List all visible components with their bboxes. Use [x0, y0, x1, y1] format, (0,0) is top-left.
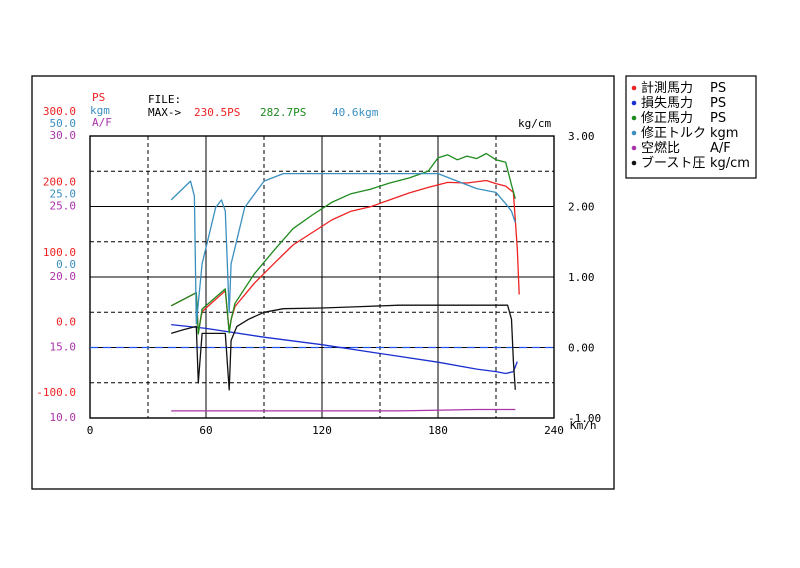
x-axis-label: Km/h [570, 419, 597, 432]
series-line-4 [170, 172, 516, 325]
x-tick-label: 120 [312, 424, 332, 437]
x-tick-label: 180 [428, 424, 448, 437]
legend-marker [631, 160, 637, 166]
legend-label: 修正トルク [641, 126, 706, 141]
legend-unit: PS [710, 96, 726, 111]
af-tick-label: 30.0 [50, 129, 77, 142]
legend-label: 損失馬力 [641, 96, 693, 111]
x-tick-label: 60 [199, 424, 212, 437]
legend-unit: PS [710, 111, 726, 126]
chart-frame [31, 75, 615, 490]
right-tick-label: 2.00 [568, 201, 595, 214]
series-line-1 [170, 179, 520, 334]
right-tick-label: 0.00 [568, 342, 595, 355]
af-unit-label: A/F [92, 116, 112, 129]
ps-tick-label: 200.0 [43, 176, 76, 189]
header: PS kgm A/F FILE: MAX-> 230.5PS 282.7PS 4… [90, 91, 551, 130]
series-line-6 [171, 304, 516, 391]
legend-marker [631, 115, 637, 121]
series-group [170, 152, 520, 412]
max-corrected-power: 282.7PS [260, 106, 306, 119]
kgm-tick-label: 50.0 [50, 117, 77, 130]
legend-label: 計測馬力 [641, 80, 693, 96]
ps-tick-label: 0.0 [56, 316, 76, 329]
ps-tick-label: -100.0 [36, 386, 76, 399]
legend-unit: kgm [710, 126, 738, 141]
right-tick-label: 1.00 [568, 271, 595, 284]
ps-unit-label: PS [92, 91, 105, 104]
legend-marker [631, 100, 637, 106]
legend-label: 修正馬力 [641, 111, 693, 126]
grid [90, 136, 554, 418]
series-line-5 [171, 408, 516, 412]
file-label: FILE: [148, 93, 181, 106]
legend-unit: PS [710, 81, 726, 96]
legend-label: 空燃比 [641, 140, 680, 156]
right-axis-unit: kg/cm [518, 117, 551, 130]
max-label: MAX-> [148, 106, 181, 119]
kgm-unit-label: kgm [90, 104, 110, 117]
ps-tick-label: 300.0 [43, 105, 76, 118]
kgm-tick-label: 25.0 [50, 188, 77, 201]
legend-label: ブースト圧 [641, 155, 705, 171]
legend-unit: kg/cm [710, 156, 750, 171]
right-tick-label: 3.00 [568, 130, 595, 143]
legend-marker [631, 85, 637, 91]
legend-unit: A/F [710, 141, 731, 156]
legend-frame [625, 75, 757, 179]
af-tick-label: 25.0 [50, 200, 77, 213]
legend-marker [631, 130, 637, 136]
legend-marker [631, 145, 637, 151]
kgm-tick-label: 0.0 [56, 258, 76, 271]
af-tick-label: 20.0 [50, 270, 77, 283]
af-tick-label: 10.0 [50, 411, 77, 424]
legend-box: 計測馬力 PS 損失馬力 PS 修正馬力 PS 修正トルク kgm 空燃比 A/F ブースト圧 kg/… [625, 75, 757, 179]
right-tick-label: -1.00 [568, 412, 601, 425]
legend-items: 計測馬力 PS 損失馬力 PS 修正馬力 PS 修正トルク kgm 空燃比 A/F ブースト圧 kg/… [631, 80, 750, 171]
af-tick-label: 15.0 [50, 341, 77, 354]
series-line-2 [171, 323, 518, 375]
x-tick-label: 0 [87, 424, 94, 437]
axis-labels: 0 60 120 180 240 Km/h 3.00 2.00 1.00 0.00 -1.00 300… [36, 105, 601, 437]
ps-tick-label: 100.0 [43, 246, 76, 259]
max-measured-power: 230.5PS [194, 106, 240, 119]
max-torque: 40.6kgm [332, 106, 379, 119]
x-tick-label: 240 [544, 424, 564, 437]
series-line-3 [170, 152, 516, 335]
